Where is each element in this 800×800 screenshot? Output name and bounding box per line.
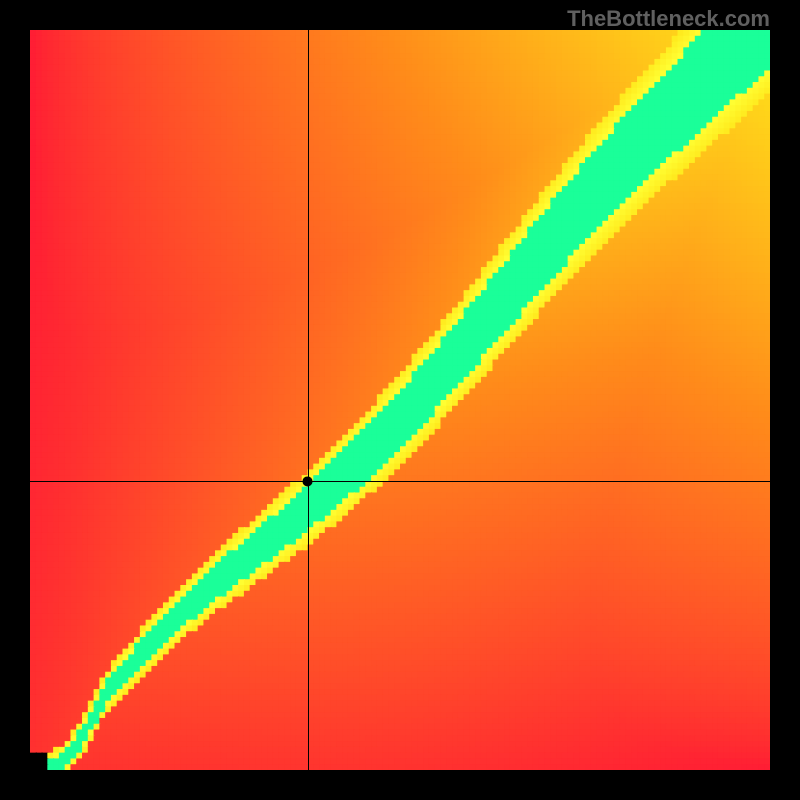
heatmap-frame <box>30 30 770 770</box>
chart-container: TheBottleneck.com <box>0 0 800 800</box>
bottleneck-heatmap <box>30 30 770 770</box>
watermark-text: TheBottleneck.com <box>567 6 770 32</box>
